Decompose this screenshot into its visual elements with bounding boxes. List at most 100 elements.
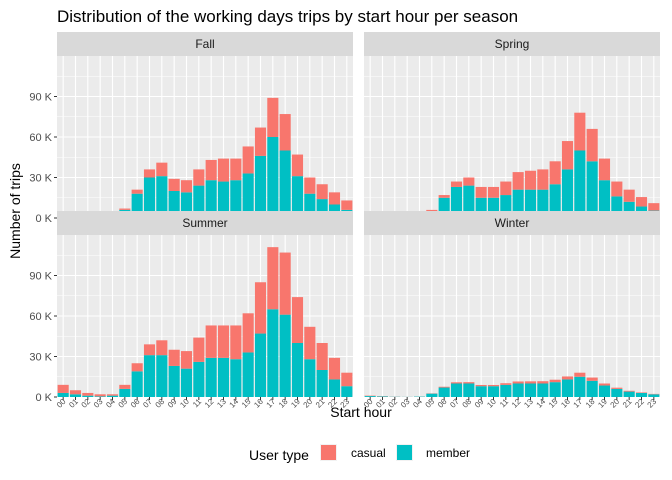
bar-casual-23: [648, 203, 660, 211]
x-tick-label: 08: [154, 397, 167, 410]
bar-casual-21: [316, 184, 328, 200]
x-tick-label: 02: [80, 397, 93, 410]
bar-member-04: [106, 395, 119, 397]
bar-member-12: [512, 189, 524, 218]
bar-casual-17: [574, 372, 586, 377]
x-tick-label: 21: [621, 397, 634, 410]
bar-member-20: [304, 359, 316, 397]
bar-casual-05: [119, 384, 131, 389]
x-tick-label: 19: [596, 397, 609, 410]
bar-member-00: [57, 392, 69, 397]
bar-casual-05: [426, 209, 438, 212]
bar-casual-02: [82, 392, 94, 396]
bar-member-12: [512, 383, 524, 397]
bar-member-01: [69, 394, 82, 397]
bar-casual-20: [304, 177, 316, 194]
bar-member-06: [131, 193, 143, 218]
y-tick-label: 0 K: [35, 213, 52, 225]
x-axis-title: Start hour: [330, 404, 392, 420]
bar-casual-14: [230, 325, 242, 360]
x-tick-label: 03: [399, 397, 412, 410]
bar-casual-06: [131, 189, 143, 194]
bar-casual-18: [586, 377, 598, 381]
x-tick-label: 14: [228, 397, 241, 410]
bar-casual-20: [611, 387, 623, 389]
x-tick-label: 11: [191, 397, 204, 410]
bar-member-22: [328, 379, 341, 397]
bar-casual-09: [475, 186, 487, 198]
bar-casual-01: [69, 390, 82, 395]
bar-member-08: [463, 383, 475, 397]
bar-member-06: [131, 371, 143, 397]
y-tick-label: 90 K: [29, 92, 52, 104]
bar-casual-15: [242, 313, 254, 353]
bar-casual-05: [119, 208, 131, 210]
bar-member-20: [611, 196, 623, 218]
bar-member-23: [341, 386, 353, 397]
bar-casual-08: [463, 177, 475, 186]
bar-member-02: [82, 395, 94, 397]
x-tick-label: 16: [559, 397, 572, 410]
bar-casual-22: [635, 392, 648, 393]
bar-member-21: [623, 201, 635, 218]
bar-casual-07: [450, 181, 463, 187]
x-tick-label: 15: [547, 397, 560, 410]
bar-member-18: [279, 314, 291, 397]
bar-member-16: [561, 379, 574, 397]
bar-member-00: [364, 396, 376, 397]
bar-casual-19: [598, 158, 611, 181]
bar-casual-20: [611, 181, 623, 197]
bar-casual-09: [168, 178, 180, 191]
bar-member-18: [279, 150, 291, 218]
y-tick-label: 30 K: [29, 173, 52, 185]
facet-strip: [57, 32, 353, 56]
bar-member-19: [598, 180, 611, 218]
bar-member-08: [156, 176, 168, 218]
bar-casual-16: [561, 141, 574, 170]
facet-strip-label: Summer: [182, 216, 227, 230]
facet-strip-label: Fall: [195, 37, 214, 51]
x-tick-label: 06: [129, 397, 142, 410]
bar-member-20: [611, 388, 623, 397]
bar-member-17: [267, 309, 279, 397]
x-tick-label: 04: [411, 397, 424, 410]
bar-casual-14: [230, 158, 242, 181]
bar-casual-10: [180, 180, 193, 193]
x-tick-label: 16: [252, 397, 265, 410]
x-tick-label: 09: [166, 397, 179, 410]
bar-member-13: [524, 383, 537, 397]
facet-strip: [364, 211, 660, 235]
bar-member-17: [574, 376, 586, 397]
bar-casual-16: [254, 127, 267, 156]
bar-casual-15: [549, 161, 561, 185]
y-axis-title: Number of trips: [7, 163, 23, 259]
bar-member-13: [524, 189, 537, 218]
bar-member-21: [623, 391, 635, 397]
bar-casual-19: [598, 383, 611, 386]
bar-casual-10: [487, 186, 500, 198]
bar-casual-16: [254, 282, 267, 334]
x-tick-label: 20: [609, 397, 622, 410]
bar-member-05: [426, 393, 438, 397]
legend-swatch-member: [397, 445, 412, 460]
x-tick-label: 11: [498, 397, 511, 410]
bar-member-23: [648, 394, 660, 397]
bar-casual-10: [180, 351, 193, 369]
x-tick-label: 03: [92, 397, 105, 410]
facet-strip-label: Spring: [495, 37, 530, 51]
bar-casual-16: [561, 376, 574, 380]
bar-casual-22: [635, 197, 648, 207]
x-tick-label: 14: [535, 397, 548, 410]
bar-member-11: [193, 361, 205, 397]
bar-member-16: [254, 155, 267, 218]
bar-member-13: [217, 181, 230, 218]
bar-member-22: [635, 392, 648, 397]
bar-member-01: [376, 396, 389, 397]
bar-casual-12: [512, 381, 524, 384]
x-tick-label: 05: [117, 397, 130, 410]
bar-member-07: [143, 177, 156, 218]
bar-casual-08: [156, 162, 168, 177]
bar-casual-11: [500, 383, 512, 385]
bar-member-20: [304, 193, 316, 218]
